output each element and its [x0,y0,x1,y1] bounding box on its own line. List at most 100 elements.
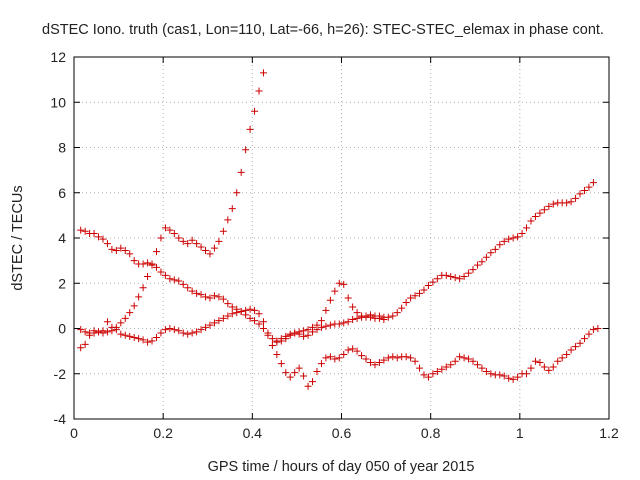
data-point-series-1 [144,259,152,267]
data-point-series-3 [349,345,357,353]
data-point-series-3 [536,358,544,366]
y-tick-label: 12 [50,49,66,65]
data-point-series-3 [304,382,312,390]
data-point-series-1 [393,309,401,317]
data-point-series-1 [108,245,116,253]
data-point-series-3 [340,351,348,359]
data-point-series-4 [277,335,285,343]
data-point-series-4 [309,323,317,331]
data-point-series-1 [411,292,419,300]
data-point-series-1 [505,235,513,243]
data-point-series-1 [429,278,437,286]
data-point-series-4 [286,330,294,338]
y-tick-label: 0 [58,321,66,337]
data-point-series-1 [442,271,450,279]
data-point-series-3 [500,372,508,380]
data-point-series-2 [219,227,227,235]
data-point-series-1 [420,286,428,294]
data-point-series-3 [527,364,535,372]
data-point-series-3 [514,373,522,381]
x-tick-label: 1.2 [599,425,619,441]
data-point-series-1 [170,276,178,284]
data-point-series-3 [300,372,308,380]
data-point-series-4 [304,326,312,334]
data-point-series-3 [184,330,192,338]
data-point-series-1 [340,319,348,327]
data-point-series-3 [589,326,597,334]
data-point-series-1 [589,179,597,187]
data-point-series-2 [144,272,152,280]
data-point-series-4 [353,309,361,317]
data-point-series-3 [148,337,156,345]
data-point-series-3 [420,371,428,379]
data-point-series-3 [152,334,160,342]
data-point-series-4 [358,312,366,320]
data-point-series-2 [237,168,245,176]
data-point-series-3 [473,361,481,369]
data-point-series-2 [233,189,241,197]
data-point-series-3 [322,354,330,362]
data-point-series-3 [451,357,459,365]
data-point-series-3 [273,351,281,359]
data-point-series-1 [514,233,522,241]
data-point-series-3 [344,346,352,354]
data-point-series-1 [447,272,455,280]
data-point-series-3 [215,317,223,325]
data-point-series-1 [251,317,259,325]
data-point-series-1 [496,241,504,249]
x-axis-label: GPS time / hours of day 050 of year 2015 [208,459,475,475]
data-point-series-3 [135,335,143,343]
data-point-series-1 [563,199,571,207]
data-point-series-3 [326,353,334,361]
data-point-series-1 [576,190,584,198]
data-point-series-3 [585,330,593,338]
data-point-series-3 [126,332,134,340]
data-point-series-3 [482,367,490,375]
data-point-series-3 [264,331,272,339]
data-point-series-1 [478,258,486,266]
data-point-series-3 [291,369,299,377]
data-point-series-1 [152,263,160,271]
data-point-series-1 [322,322,330,330]
data-point-series-1 [500,237,508,245]
data-point-series-3 [496,371,504,379]
x-tick-label: 0.4 [243,425,263,441]
data-point-series-3 [99,327,107,335]
data-point-series-3 [112,326,120,334]
data-point-series-3 [202,323,210,331]
data-point-series-3 [228,310,236,318]
data-point-series-1 [77,226,85,234]
data-point-series-3 [313,367,321,375]
data-point-series-3 [460,354,468,362]
data-point-series-3 [576,339,584,347]
data-point-series-3 [108,323,116,331]
data-point-series-3 [469,357,477,365]
data-point-series-3 [139,336,147,344]
y-tick-label: 4 [58,230,66,246]
data-point-series-3 [242,306,250,314]
data-point-series-1 [398,304,406,312]
data-point-series-1 [126,250,134,258]
data-point-series-3 [179,329,187,337]
data-point-series-3 [77,326,85,334]
data-point-series-3 [121,331,129,339]
x-tick-label: 0.8 [421,425,441,441]
data-point-series-3 [335,354,343,362]
data-point-series-4 [322,306,330,314]
data-point-series-2 [206,250,214,258]
data-point-series-2 [246,125,254,133]
y-tick-label: 10 [50,94,66,110]
y-tick-label: 6 [58,185,66,201]
data-point-series-1 [580,186,588,194]
data-point-series-1 [540,206,548,214]
data-point-series-1 [139,260,147,268]
data-point-series-4 [331,287,339,295]
x-tick-label: 0.6 [332,425,352,441]
data-point-series-1 [121,246,129,254]
data-point-series-1 [487,249,495,257]
data-point-series-3 [563,351,571,359]
data-point-series-3 [157,329,165,337]
data-point-series-1 [402,298,410,306]
data-point-series-2 [130,302,138,310]
data-point-series-1 [90,229,98,237]
